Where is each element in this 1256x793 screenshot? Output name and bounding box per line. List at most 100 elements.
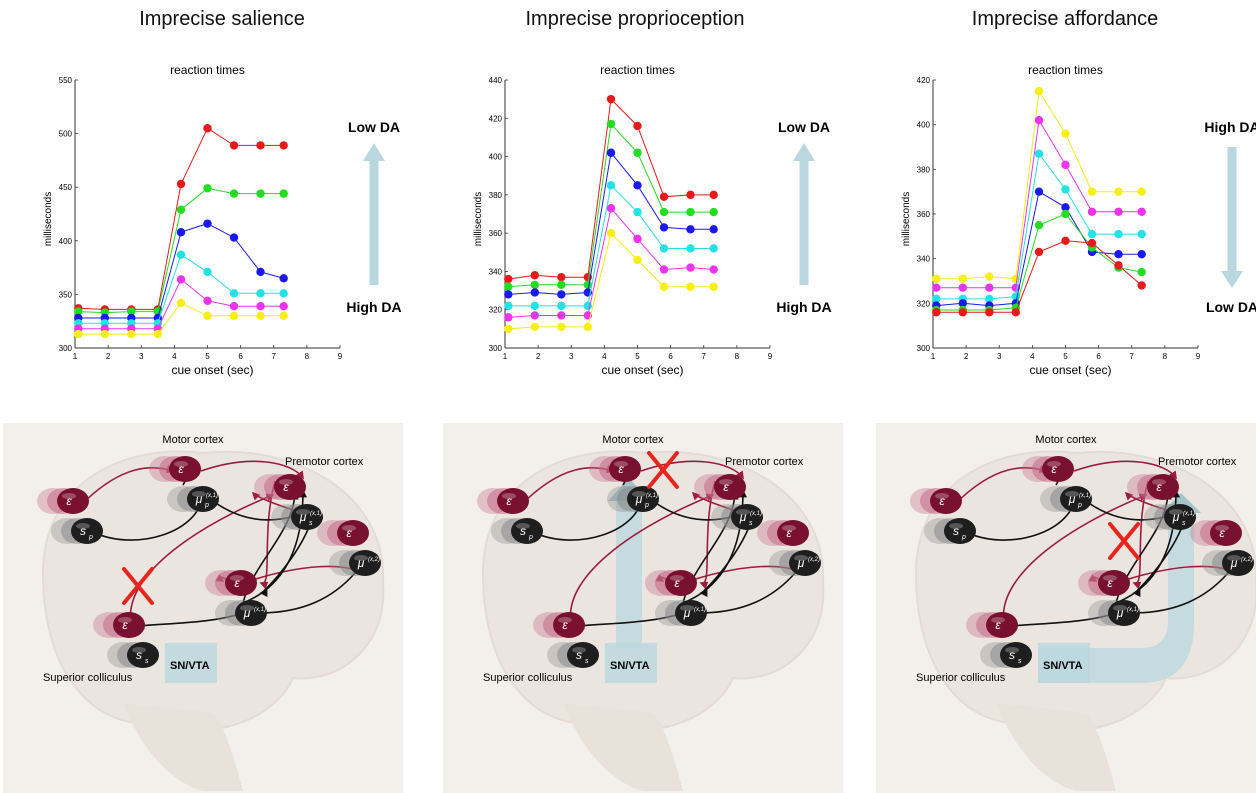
data-point [530,322,540,332]
node-body [127,642,159,668]
node-superscript: (x,1) [254,607,266,613]
error-node-premotor: ε [1127,474,1179,500]
y-tick-label: 350 [59,290,73,299]
series-line-2 [508,151,714,295]
cross-stroke [122,567,154,605]
data-point [229,289,239,298]
x-axis-label: cue onset (sec) [171,363,253,377]
da-arrow-head [793,143,815,161]
data-point [686,207,695,217]
x-axis-label: cue onset (sec) [601,363,683,377]
node-symbol: ε [506,494,512,508]
connection-red [129,493,275,624]
node-symbol: ε [1156,480,1162,494]
data-point [709,225,718,234]
node-superscript: (x,1) [1127,607,1139,613]
da-arrow-shaft [799,159,809,285]
state-node-motor: μ p (x,1) [1040,486,1092,512]
y-tick-label: 420 [917,76,931,85]
data-point [1061,203,1070,212]
node-highlight [614,461,628,467]
data-point [203,184,212,193]
state-node-premotor: μ s (x,1) [271,504,323,530]
data-point [985,272,994,281]
data-point [530,271,540,280]
connection-red [1002,493,1148,624]
series-line-5 [78,302,284,335]
node-body [235,600,267,626]
data-point [1087,238,1097,248]
node-highlight [1152,479,1166,485]
node-subscript: p [204,502,209,509]
data-point [1137,229,1146,239]
node-symbol: s [520,524,526,538]
node-highlight [1103,575,1117,581]
data-point [176,275,186,284]
node-highlight [174,461,188,467]
brainstem-shape [123,703,243,791]
label-premotor-cortex: Premotor cortex [725,456,804,468]
error-node-sensory: ε [37,488,89,514]
annotation-bottom: High DA [776,299,831,315]
error-node-affordance: ε [317,520,369,546]
node-symbol: μ [1116,606,1124,620]
x-tick-label: 1 [503,352,508,361]
data-point [279,189,288,198]
x-tick-label: 1 [931,352,936,361]
data-point [659,192,669,201]
data-point [686,244,695,253]
data-point [176,179,186,189]
state-node-premotor: μ s (x,1) [1144,504,1196,530]
node-highlight [680,605,694,611]
node-superscript: (x,1) [694,607,706,613]
node-symbol: ε [283,480,289,494]
connection-dark [1130,572,1229,617]
y-tick-label: 340 [917,255,931,264]
data-point [1034,86,1044,96]
data-point [557,290,566,299]
dopamine-arrow-shaft [1038,513,1194,683]
node-body [1222,550,1254,576]
node-highlight [1169,509,1183,515]
node-symbol: ε [562,618,568,632]
node-subscript: s [1182,520,1186,527]
chart-title: reaction times [1028,63,1103,77]
data-point [709,244,718,253]
y-tick-label: 400 [917,121,931,130]
data-point [176,298,186,308]
data-point [659,265,669,274]
series-line-4 [508,207,714,318]
x-tick-label: 6 [238,352,243,361]
label-sn-vta: SN/VTA [1043,660,1083,672]
node-highlight [516,523,530,529]
data-point [606,94,616,104]
data-point [958,274,968,283]
node-superscript: (x,2) [808,557,820,563]
node-superscript: (x,1) [1183,511,1195,517]
x-tick-label: 8 [735,352,740,361]
node-symbol: s [576,648,582,662]
node-symbol: ε [178,462,184,476]
data-point [504,290,513,299]
node-highlight [1227,555,1241,561]
node-highlight [240,605,254,611]
da-arrow-shaft [369,159,379,285]
data-point [1061,129,1070,138]
node-subscript: p [88,534,93,541]
node-body [113,612,145,638]
x-tick-label: 7 [1130,352,1135,361]
sn-vta-box [165,643,217,683]
error-node-sensory: ε [910,488,962,514]
data-point [659,282,669,291]
network-diagram-salience: εs pεμ p(x,1)εμ s(x,1)εμ (x,2)εμ (x,1)εs sMoto… [3,423,403,793]
chart-title: reaction times [600,63,675,77]
y-tick-label: 400 [59,237,73,246]
node-highlight [719,479,733,485]
data-point [203,296,212,306]
data-point [1137,267,1146,277]
data-point [100,329,110,339]
error-node-premotor: ε [694,474,746,500]
node-symbol: ε [1107,576,1113,590]
